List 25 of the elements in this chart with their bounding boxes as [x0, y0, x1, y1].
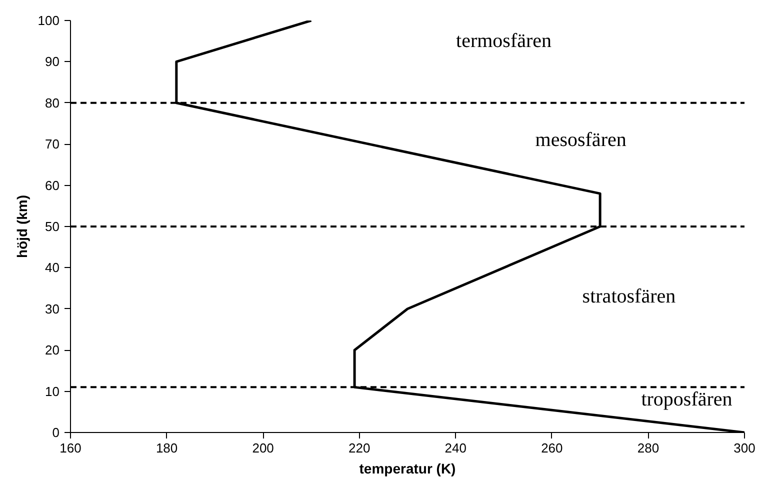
x-tick-label: 200	[252, 440, 274, 456]
x-tick-label: 240	[444, 440, 466, 456]
x-tick-label: 280	[637, 440, 660, 456]
x-tick-label: 180	[156, 440, 178, 456]
x-tick-label: 300	[734, 440, 756, 456]
annotation: stratosfären	[582, 286, 676, 308]
x-tick-label: 160	[60, 440, 82, 456]
y-tick-label: 10	[45, 384, 60, 399]
annotation: mesosfären	[535, 128, 626, 151]
annotation: termosfären	[456, 30, 552, 52]
y-tick-label: 20	[45, 342, 60, 358]
y-tick-label: 70	[45, 136, 60, 152]
y-tick-label: 80	[45, 95, 60, 110]
x-tick-label: 220	[348, 440, 370, 456]
y-tick-label: 40	[45, 260, 60, 276]
y-tick-label: 30	[45, 301, 60, 316]
x-axis-title: temperatur (K)	[359, 460, 456, 476]
x-tick-label: 260	[541, 440, 563, 456]
y-tick-label: 60	[45, 178, 60, 193]
y-axis-title: höjd (km)	[14, 194, 30, 258]
y-tick-label: 50	[45, 219, 60, 234]
y-tick-label: 100	[38, 13, 60, 28]
y-tick-label: 0	[52, 425, 60, 440]
annotation: troposfären	[641, 388, 732, 411]
y-tick-label: 90	[45, 54, 60, 70]
